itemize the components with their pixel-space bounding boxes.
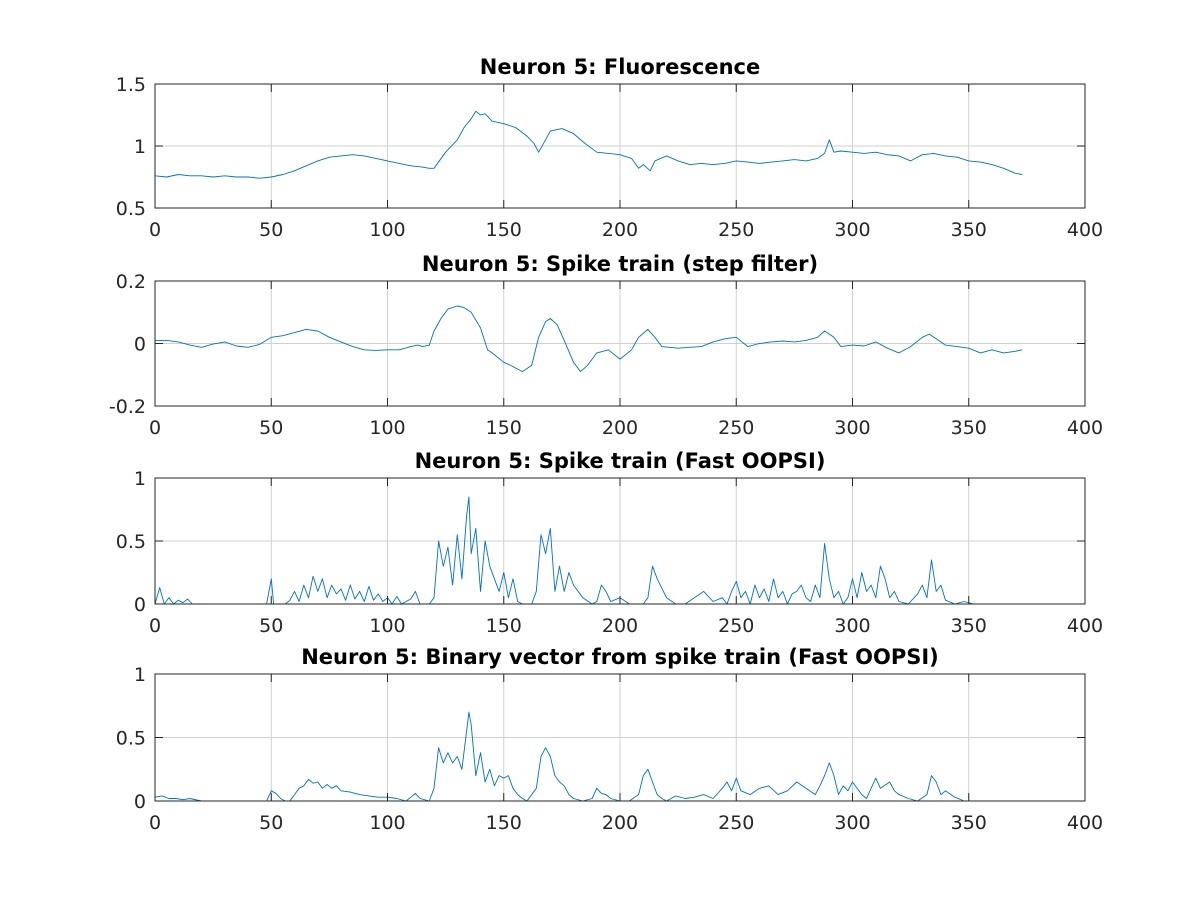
y-tick-label: 0: [134, 791, 146, 813]
x-tick-label: 200: [602, 219, 638, 241]
x-tick-label: 150: [486, 812, 522, 834]
series-line: [154, 110, 1023, 179]
x-tick-label: 50: [259, 219, 283, 241]
y-tick-label: 0: [134, 334, 146, 356]
series-line: [155, 305, 1023, 373]
x-tick-label: 50: [259, 812, 283, 834]
x-tick-label: 350: [951, 812, 987, 834]
x-tick-label: 300: [834, 417, 870, 439]
y-tick-label: 1: [134, 468, 146, 490]
y-tick-label: 1.5: [116, 74, 146, 96]
subplot-title: Neuron 5: Fluorescence: [480, 55, 761, 79]
x-tick-label: 150: [486, 219, 522, 241]
x-tick-label: 0: [149, 615, 161, 637]
y-tick-label: 1: [134, 664, 146, 686]
x-tick-label: 400: [1067, 812, 1103, 834]
y-tick-label: 0.5: [116, 198, 146, 220]
series-line: [154, 496, 1025, 605]
x-tick-label: 350: [951, 417, 987, 439]
y-tick-label: 1: [134, 136, 146, 158]
x-tick-label: 150: [486, 417, 522, 439]
subplot-title: Neuron 5: Spike train (Fast OOPSI): [415, 449, 826, 473]
x-tick-label: 100: [369, 615, 405, 637]
x-tick-label: 0: [149, 219, 161, 241]
y-tick-label: 0.5: [116, 531, 146, 553]
subplot-1: 0 50 100 150 200 250 300 350 400 0.5 1 1.5 Neuron 5:…: [116, 55, 1103, 241]
x-tick-label: 400: [1067, 219, 1103, 241]
x-tick-label: 350: [951, 219, 987, 241]
x-tick-label: 50: [259, 615, 283, 637]
x-tick-label: 0: [149, 417, 161, 439]
subplot-title: Neuron 5: Spike train (step filter): [422, 252, 818, 276]
series-line: [154, 711, 1025, 802]
x-tick-label: 50: [259, 417, 283, 439]
x-tick-label: 400: [1067, 615, 1103, 637]
subplot-title: Neuron 5: Binary vector from spike train…: [301, 645, 939, 669]
x-tick-label: 400: [1067, 417, 1103, 439]
x-tick-label: 200: [602, 417, 638, 439]
x-tick-label: 100: [369, 219, 405, 241]
y-tick-label: -0.2: [109, 396, 146, 418]
x-tick-label: 250: [718, 615, 754, 637]
x-tick-label: 300: [834, 615, 870, 637]
subplot-3: 0 50 100 150 200 250 300 350 400 0 0.5 1 Neuron 5: S…: [116, 449, 1103, 637]
x-tick-label: 250: [718, 219, 754, 241]
y-tick-label: 0: [134, 594, 146, 616]
x-tick-label: 0: [149, 812, 161, 834]
x-tick-label: 300: [834, 219, 870, 241]
x-tick-label: 250: [718, 812, 754, 834]
x-tick-label: 150: [486, 615, 522, 637]
y-tick-label: 0.5: [116, 728, 146, 750]
x-tick-label: 200: [602, 615, 638, 637]
subplot-4: 0 50 100 150 200 250 300 350 400 0 0.5 1 Neuron 5: B…: [116, 645, 1103, 834]
x-tick-label: 100: [369, 812, 405, 834]
x-tick-label: 200: [602, 812, 638, 834]
x-tick-label: 250: [718, 417, 754, 439]
y-tick-label: 0.2: [116, 271, 146, 293]
x-tick-label: 350: [951, 615, 987, 637]
x-tick-label: 300: [834, 812, 870, 834]
x-tick-label: 100: [369, 417, 405, 439]
